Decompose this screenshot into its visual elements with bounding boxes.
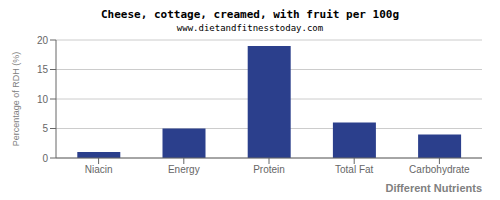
svg-text:Percentage of RDH (%): Percentage of RDH (%) [11,52,21,147]
svg-text:Carbohydrate: Carbohydrate [409,164,470,175]
html-text:www.dietandfitnesstoday.com: www.dietandfitnesstoday.com [176,23,324,33]
html-text:Cheese, cottage, creamed, with: Cheese, cottage, creamed, with fruit per… [101,8,399,21]
svg-text:20: 20 [37,35,49,46]
svg-text:Total Fat: Total Fat [335,164,374,175]
svg-text:Protein: Protein [253,164,285,175]
svg-text:5: 5 [42,123,48,134]
svg-text:Niacin: Niacin [85,164,113,175]
svg-text:10: 10 [37,94,49,105]
svg-text:Energy: Energy [168,164,200,175]
svg-text:Different Nutrients: Different Nutrients [385,182,482,192]
svg-text:15: 15 [37,64,49,75]
svg-text:0: 0 [42,153,48,164]
